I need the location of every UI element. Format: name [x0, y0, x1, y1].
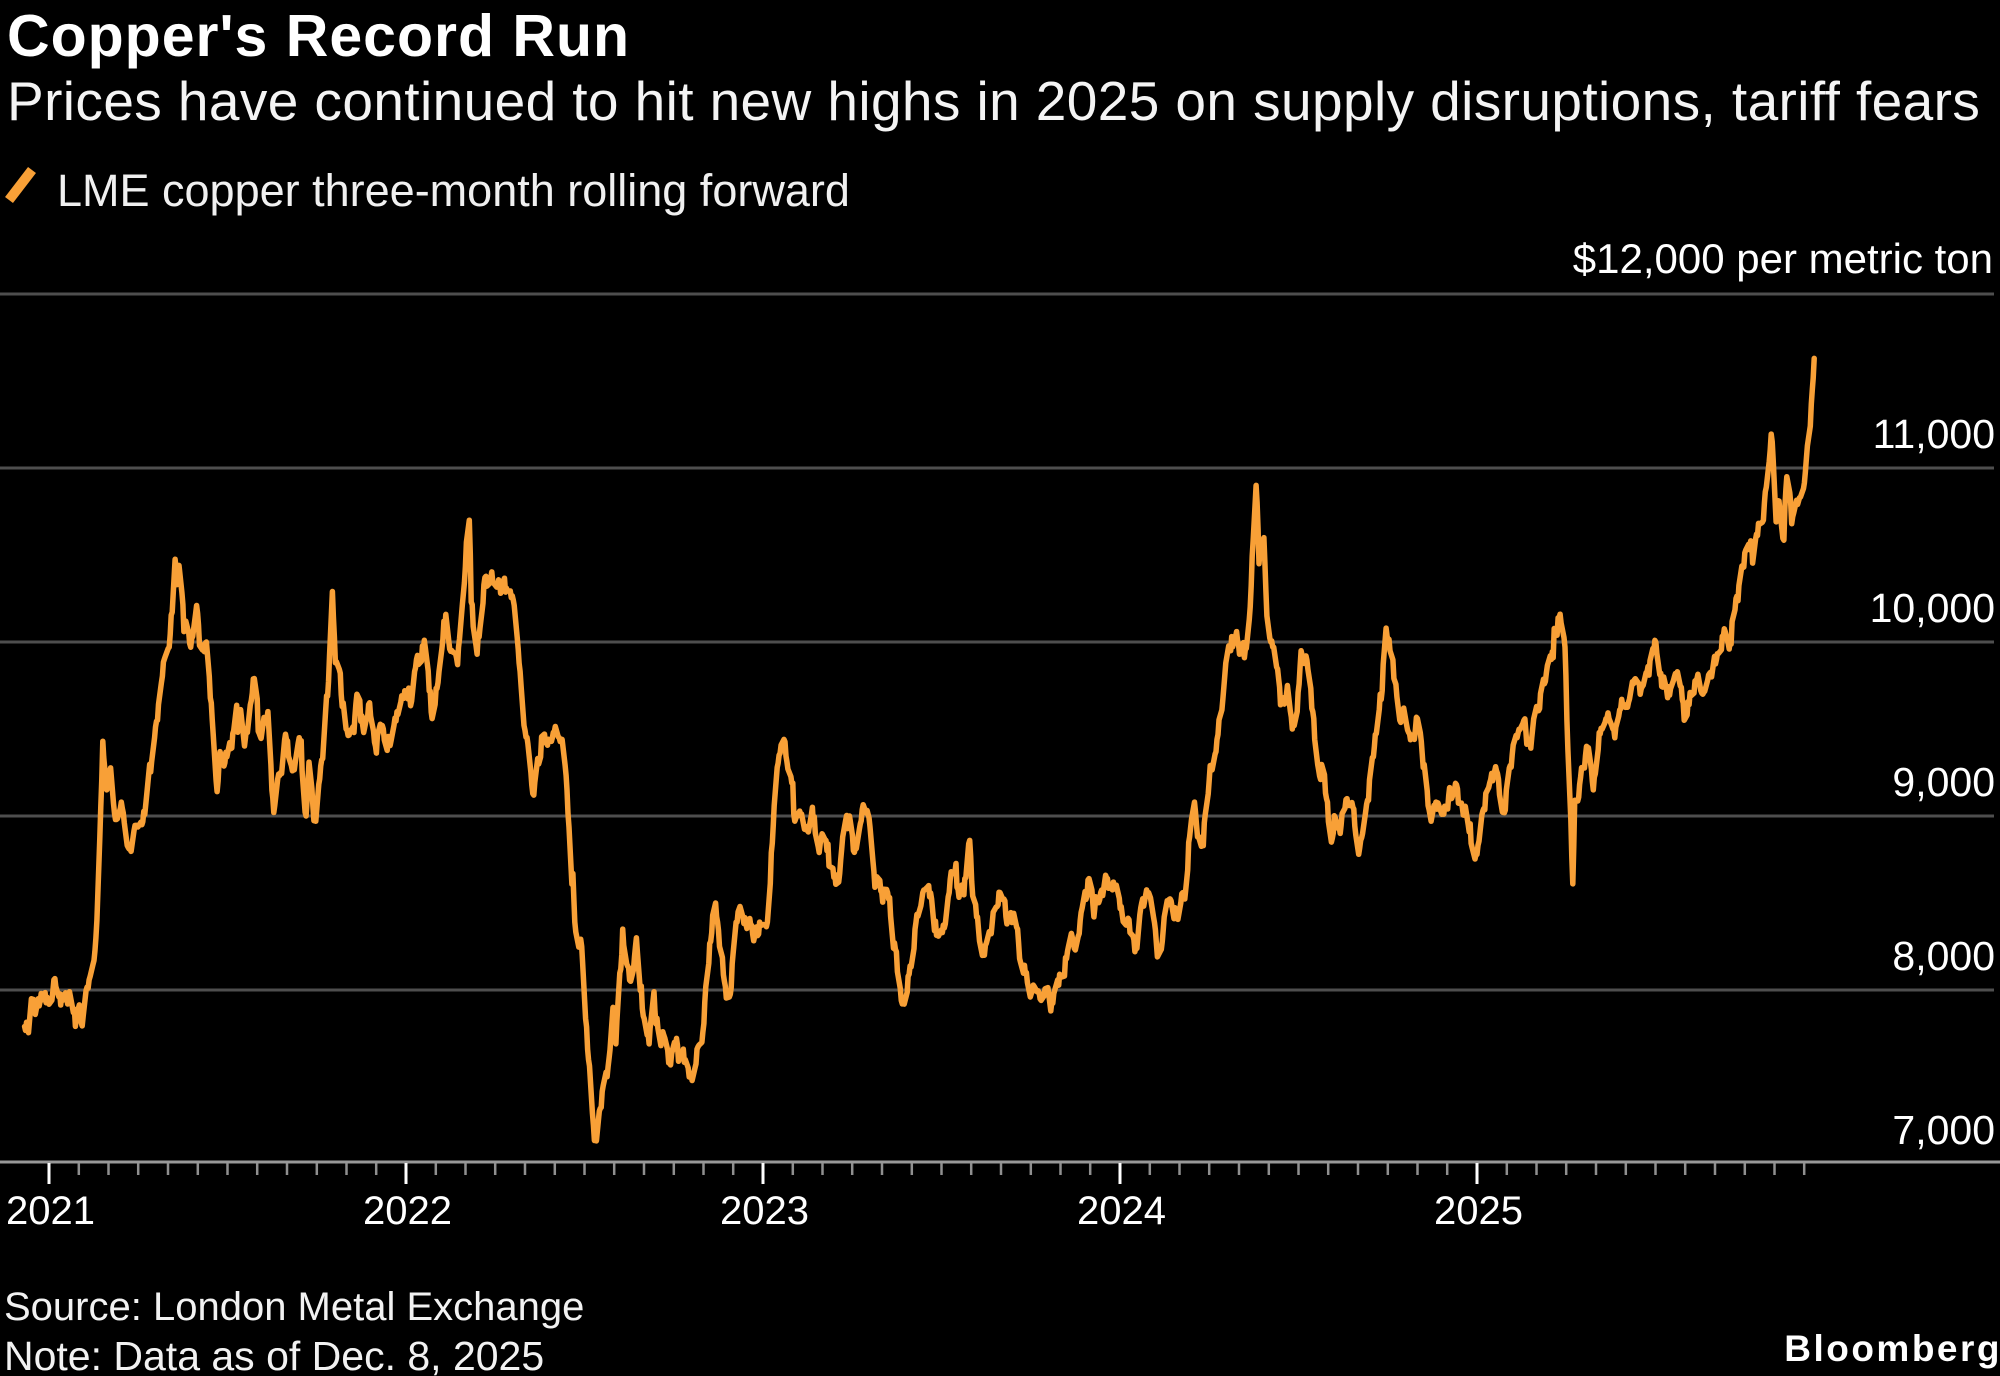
svg-text:Bloomberg: Bloomberg [1784, 1328, 2000, 1369]
svg-text:LME copper three-month rolling: LME copper three-month rolling forward [57, 165, 850, 216]
svg-text:9,000: 9,000 [1892, 759, 1995, 805]
svg-text:2021: 2021 [6, 1189, 95, 1233]
svg-text:2022: 2022 [363, 1189, 452, 1233]
svg-text:2024: 2024 [1077, 1189, 1166, 1233]
svg-text:Prices have continued to hit n: Prices have continued to hit new highs i… [7, 70, 1980, 132]
svg-text:$12,000 per metric ton: $12,000 per metric ton [1573, 235, 1993, 282]
svg-text:10,000: 10,000 [1870, 585, 1995, 631]
svg-text:Source: London Metal Exchange: Source: London Metal Exchange [4, 1285, 584, 1329]
svg-text:2025: 2025 [1434, 1189, 1523, 1233]
svg-text:7,000: 7,000 [1892, 1107, 1995, 1153]
svg-text:Copper's Record Run: Copper's Record Run [7, 3, 630, 69]
svg-text:2023: 2023 [720, 1189, 809, 1233]
svg-text:8,000: 8,000 [1892, 933, 1995, 979]
svg-text:Note: Data as of Dec. 8, 2025: Note: Data as of Dec. 8, 2025 [4, 1333, 544, 1376]
svg-text:11,000: 11,000 [1873, 411, 1995, 457]
